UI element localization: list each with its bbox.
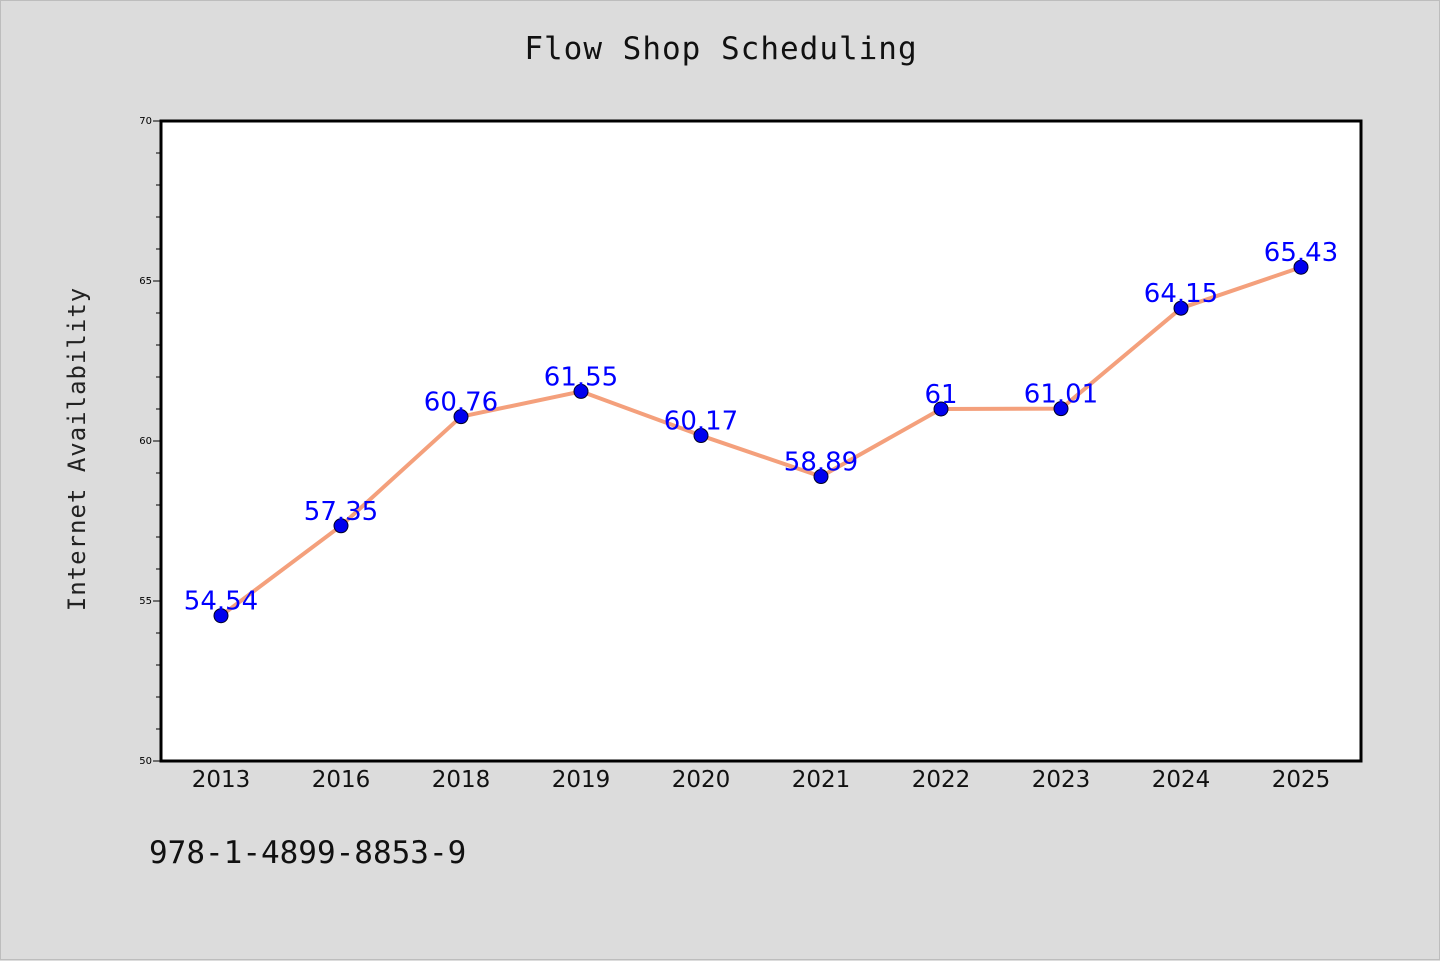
- series-group: 54.54 57.35 60.76 61.55 60.17 58.89 61 61.01 64.…: [184, 238, 1338, 624]
- data-point: [213, 608, 229, 624]
- x-tick-label: 2024: [1152, 767, 1211, 793]
- data-label: 64.15: [1144, 279, 1218, 309]
- y-tick-label: 70: [139, 116, 152, 127]
- series-line: [219, 265, 1303, 618]
- chart-title: Flow Shop Scheduling: [524, 31, 918, 67]
- data-label: 61: [924, 380, 957, 410]
- y-tick-label: 65: [139, 276, 152, 287]
- y-tick-label: 50: [139, 756, 152, 767]
- data-point: [1053, 401, 1069, 417]
- x-tick-label: 2023: [1032, 767, 1091, 793]
- plot-area: [161, 121, 1361, 761]
- data-point: [693, 428, 709, 444]
- data-point: [453, 409, 469, 425]
- y-axis: 50 55 60 65 70: [139, 116, 161, 767]
- data-point: [1173, 300, 1189, 316]
- y-tick-label: 55: [139, 596, 152, 607]
- data-label: 61.55: [544, 362, 618, 392]
- data-point: [333, 518, 349, 534]
- data-point: [813, 469, 829, 485]
- x-tick-label: 2021: [792, 767, 851, 793]
- x-tick-label: 2016: [312, 767, 371, 793]
- plot-border: [159, 119, 1363, 763]
- data-point: [573, 383, 589, 399]
- x-tick-label: 2020: [672, 767, 731, 793]
- data-label: 65.43: [1264, 238, 1338, 268]
- data-label: 60.76: [424, 388, 498, 418]
- data-label: 61.01: [1024, 380, 1098, 410]
- data-point: [1293, 259, 1309, 275]
- data-label: 58.89: [784, 448, 858, 478]
- y-tick-label: 60: [139, 436, 152, 447]
- x-tick-label: 2019: [552, 767, 611, 793]
- x-tick-label: 2025: [1272, 767, 1331, 793]
- isbn-text: 978-1-4899-8853-9: [149, 835, 467, 871]
- data-label: 54.54: [184, 587, 258, 617]
- x-tick-label: 2018: [432, 767, 491, 793]
- data-label: 57.35: [304, 497, 378, 527]
- x-axis: 2013 2016 2018 2019 2020 2021 2022 2023 2024 2025: [192, 767, 1331, 793]
- x-tick-label: 2022: [912, 767, 971, 793]
- data-label: 60.17: [664, 407, 738, 437]
- x-tick-label: 2013: [192, 767, 251, 793]
- data-point: [933, 401, 949, 417]
